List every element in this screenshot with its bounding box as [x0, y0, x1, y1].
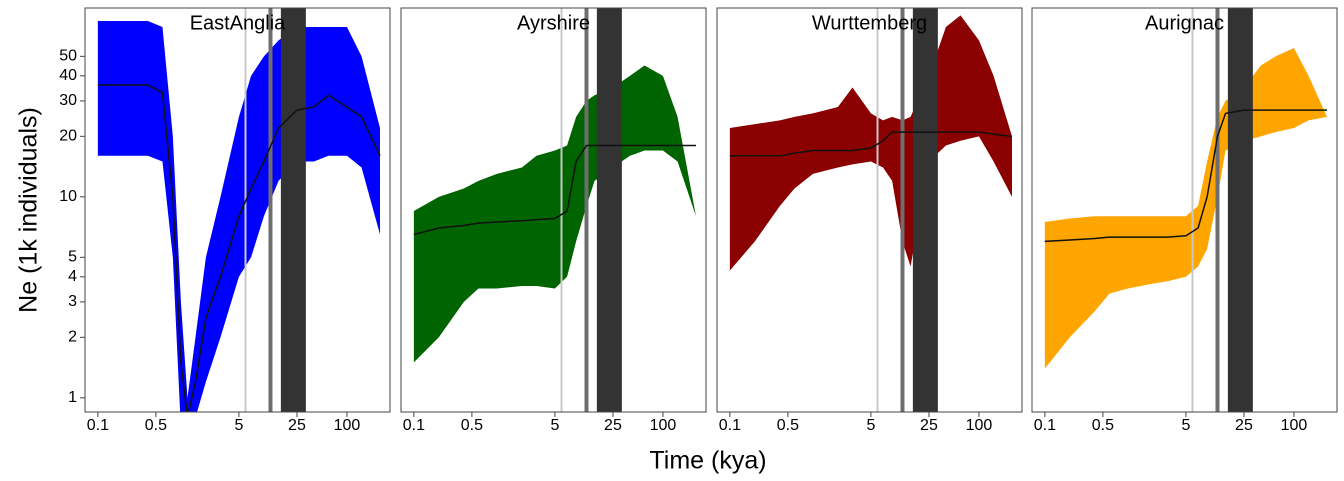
panel-frame — [1031, 7, 1338, 413]
y-tick-label: 20 — [59, 128, 77, 145]
y-tick-label: 1 — [68, 389, 77, 406]
x-tick-label: 0.5 — [1092, 417, 1114, 434]
x-tick-label: 0.1 — [719, 417, 741, 434]
panel — [729, 8, 1013, 412]
x-tick-label: 0.1 — [87, 417, 109, 434]
x-tick-label: 25 — [920, 417, 938, 434]
median-line — [413, 144, 696, 236]
period-span — [596, 8, 622, 412]
panel — [97, 8, 381, 412]
x-tick-label: 5 — [550, 417, 559, 434]
panel — [1044, 8, 1327, 412]
confidence-band — [413, 65, 696, 363]
y-tick-label: 30 — [59, 92, 77, 109]
confidence-band — [97, 20, 380, 412]
y-tick-label: 4 — [68, 268, 77, 285]
x-tick-label: 25 — [288, 417, 306, 434]
y-tick-label: 2 — [68, 329, 77, 346]
panel — [413, 8, 696, 412]
panel-title: Wurttemberg — [812, 12, 927, 34]
x-tick-label: 0.5 — [777, 417, 799, 434]
panel-frame — [716, 7, 1023, 413]
panel-title: Aurignac — [1145, 12, 1224, 34]
y-tick-label: 3 — [68, 293, 77, 310]
median-line — [97, 84, 381, 412]
panel-title: Ayrshire — [517, 12, 590, 34]
x-axis-label: Time (kya) — [649, 447, 766, 475]
x-tick-label: 100 — [650, 417, 677, 434]
period-span — [912, 8, 938, 412]
x-tick-label: 100 — [1281, 417, 1308, 434]
period-span — [1227, 8, 1253, 412]
panel-title: EastAnglia — [190, 12, 286, 34]
y-tick-label: 50 — [59, 48, 77, 65]
panel-frame — [400, 7, 707, 413]
confidence-band — [729, 15, 1012, 271]
y-tick-label: 5 — [68, 249, 77, 266]
x-tick-label: 0.5 — [461, 417, 483, 434]
period-span — [280, 8, 306, 412]
median-line — [729, 131, 1013, 157]
x-tick-label: 100 — [966, 417, 993, 434]
x-tick-label: 5 — [1181, 417, 1190, 434]
x-tick-label: 0.5 — [145, 417, 167, 434]
y-tick-label: 10 — [59, 188, 77, 205]
x-tick-label: 0.1 — [1034, 417, 1056, 434]
median-line — [1044, 109, 1327, 243]
x-tick-label: 5 — [866, 417, 875, 434]
confidence-band — [1044, 48, 1327, 369]
x-tick-label: 25 — [1235, 417, 1253, 434]
x-tick-label: 25 — [604, 417, 622, 434]
y-axis-label: Ne (1k individuals) — [15, 107, 43, 313]
x-tick-label: 0.1 — [403, 417, 425, 434]
panel-frame — [84, 7, 391, 413]
x-tick-label: 5 — [234, 417, 243, 434]
x-tick-label: 100 — [334, 417, 361, 434]
y-tick-label: 40 — [59, 67, 77, 84]
